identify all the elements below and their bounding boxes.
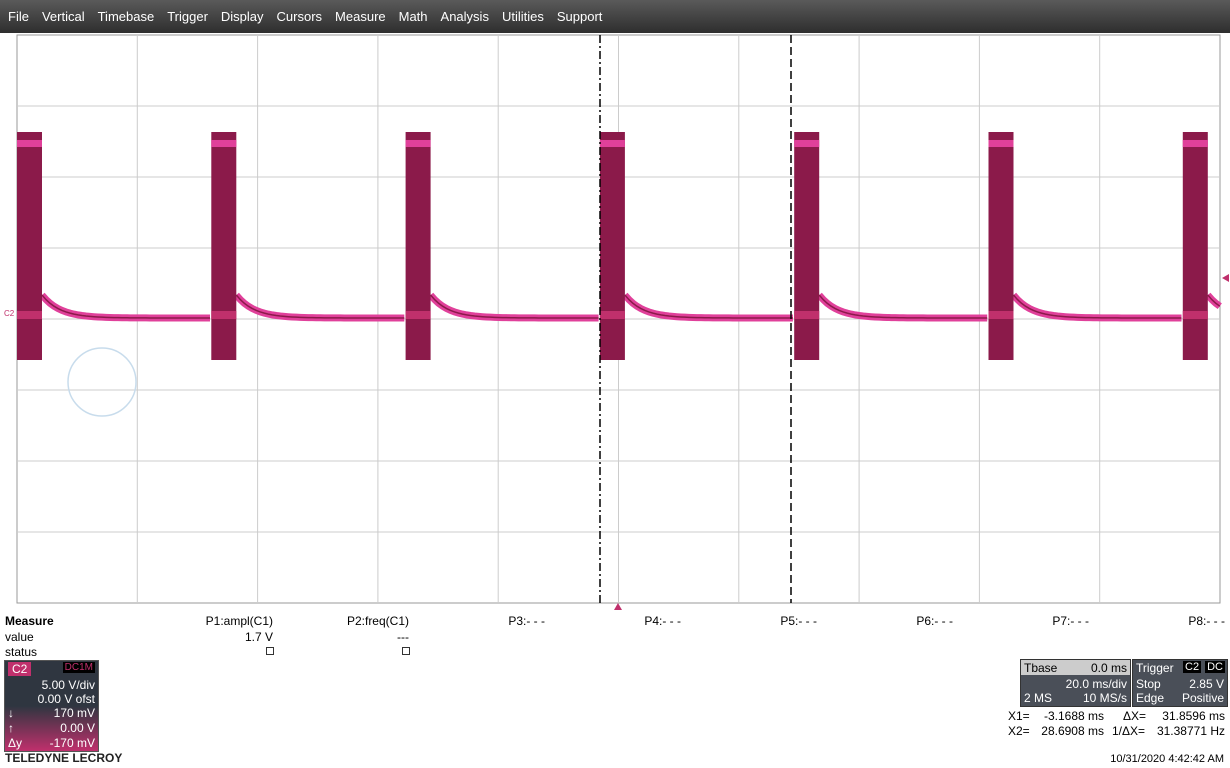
trace-core [624, 294, 793, 319]
menu-bar: File Vertical Timebase Trigger Display Cursor… [0, 0, 1230, 33]
trace-core [1012, 294, 1182, 319]
scope-display: C2 [4, 34, 1229, 610]
x1-value: -3.1688 ms [1043, 709, 1104, 723]
menu-item[interactable]: Timebase [97, 9, 155, 24]
burst-base [1182, 311, 1208, 319]
measure-param: P5:- - - [780, 614, 817, 628]
trace-core [818, 294, 988, 319]
menu-item[interactable]: File [8, 9, 29, 24]
waveform [17, 132, 1222, 360]
menu-item[interactable]: Cursors [276, 9, 323, 24]
trigger-mode: Stop [1136, 677, 1161, 691]
measure-title: Measure [5, 614, 54, 628]
menu-item[interactable]: Analysis [440, 9, 489, 24]
menu-item[interactable]: Support [556, 9, 603, 24]
status-icon [402, 647, 410, 655]
timestamp: 10/31/2020 4:42:42 AM [1110, 753, 1224, 765]
trigger-level: 2.85 V [1189, 677, 1224, 691]
menu-item[interactable]: Display [220, 9, 264, 24]
inv-label: 1/ΔX= [1112, 724, 1146, 738]
measure-param: P8:- - - [1188, 614, 1225, 628]
trace-core [430, 294, 599, 319]
menu-item[interactable]: Vertical [41, 9, 85, 24]
burst-base [794, 311, 820, 319]
dx-value: 31.8596 ms [1162, 709, 1225, 723]
trace-core [41, 294, 211, 319]
menu-item[interactable]: Trigger [167, 9, 208, 24]
measure-value: 1.7 V [244, 630, 273, 644]
burst-base [17, 311, 42, 319]
burst-top [211, 140, 237, 147]
measure-param: P6:- - - [916, 614, 953, 628]
inv-value: 31.38771 Hz [1156, 724, 1225, 738]
burst-top [17, 140, 42, 147]
delta-label: Δy [8, 736, 23, 750]
trigger-marker [614, 603, 622, 610]
burst-base [988, 311, 1014, 319]
channel-marker: C2 [4, 309, 15, 318]
timebase-header [1021, 660, 1130, 675]
status-icon [266, 647, 274, 655]
value-label: value [5, 630, 34, 644]
brand: TELEDYNE LECROY [5, 751, 123, 765]
delta-value: -170 mV [49, 736, 95, 750]
burst [405, 132, 431, 360]
cursor2-value: 0.00 V [60, 721, 95, 735]
dx-label: ΔX= [1123, 709, 1147, 723]
timebase-scale: 20.0 ms/div [1065, 677, 1127, 691]
timebase-label: Tbase [1024, 661, 1058, 675]
trigger-box[interactable]: Trigger C2 DC Stop 2.85 V Edge Positive [1132, 659, 1228, 707]
burst-base [211, 311, 237, 319]
menu-item[interactable]: Measure [335, 9, 386, 24]
trace-core [235, 294, 405, 319]
trigger-label: Trigger [1136, 661, 1174, 675]
cursor1-icon: ↓ [8, 706, 14, 720]
burst-top [1182, 140, 1208, 147]
channel-scale: 5.00 V/div [41, 678, 95, 692]
timebase-delay: 0.0 ms [1090, 661, 1127, 675]
x2-label: X2= [1008, 724, 1030, 738]
burst [211, 132, 237, 360]
burst-top [405, 140, 431, 147]
channel-offset: 0.00 V ofst [37, 692, 95, 706]
measure-param: P2:freq(C1) [346, 614, 409, 628]
burst [17, 132, 42, 360]
channel-name: C2 [8, 662, 32, 676]
touch-indicator [67, 347, 137, 417]
measure-param: P7:- - - [1052, 614, 1089, 628]
burst-top [794, 140, 820, 147]
burst-top [988, 140, 1014, 147]
burst-base [405, 311, 431, 319]
timebase-points: 2 MS [1024, 691, 1053, 705]
status-label: status [5, 645, 38, 659]
measure-param: P3:- - - [508, 614, 545, 628]
burst-base [599, 311, 625, 319]
trigger-slope: Positive [1181, 691, 1224, 705]
cursor2-icon: ↑ [8, 721, 14, 735]
trace-core [1207, 294, 1221, 307]
x1-label: X1= [1008, 709, 1030, 723]
menu-item[interactable]: Utilities [501, 9, 544, 24]
measure-value: --- [397, 630, 409, 644]
burst [599, 132, 625, 360]
x2-value: 28.6908 ms [1041, 724, 1104, 738]
measure-param: P1:ampl(C1) [205, 614, 273, 628]
menu-item[interactable]: Math [398, 9, 428, 24]
timebase-rate: 10 MS/s [1082, 691, 1127, 705]
trigger-coupling: DC [1205, 661, 1225, 673]
burst [1182, 132, 1208, 360]
burst [794, 132, 820, 360]
timebase-box[interactable]: Tbase 0.0 ms 20.0 ms/div 2 MS 10 MS/s [1020, 659, 1131, 707]
channel-box[interactable]: C2 DC1M 5.00 V/div 0.00 V ofst ↓ 170 mV … [4, 660, 99, 752]
trigger-type: Edge [1136, 691, 1165, 705]
trigger-source: C2 [1183, 661, 1202, 673]
level-marker [1222, 274, 1229, 282]
burst-top [599, 140, 625, 147]
burst [988, 132, 1014, 360]
cursor1-value: 170 mV [53, 706, 95, 720]
channel-coupling: DC1M [62, 662, 95, 673]
measure-param: P4:- - - [644, 614, 681, 628]
